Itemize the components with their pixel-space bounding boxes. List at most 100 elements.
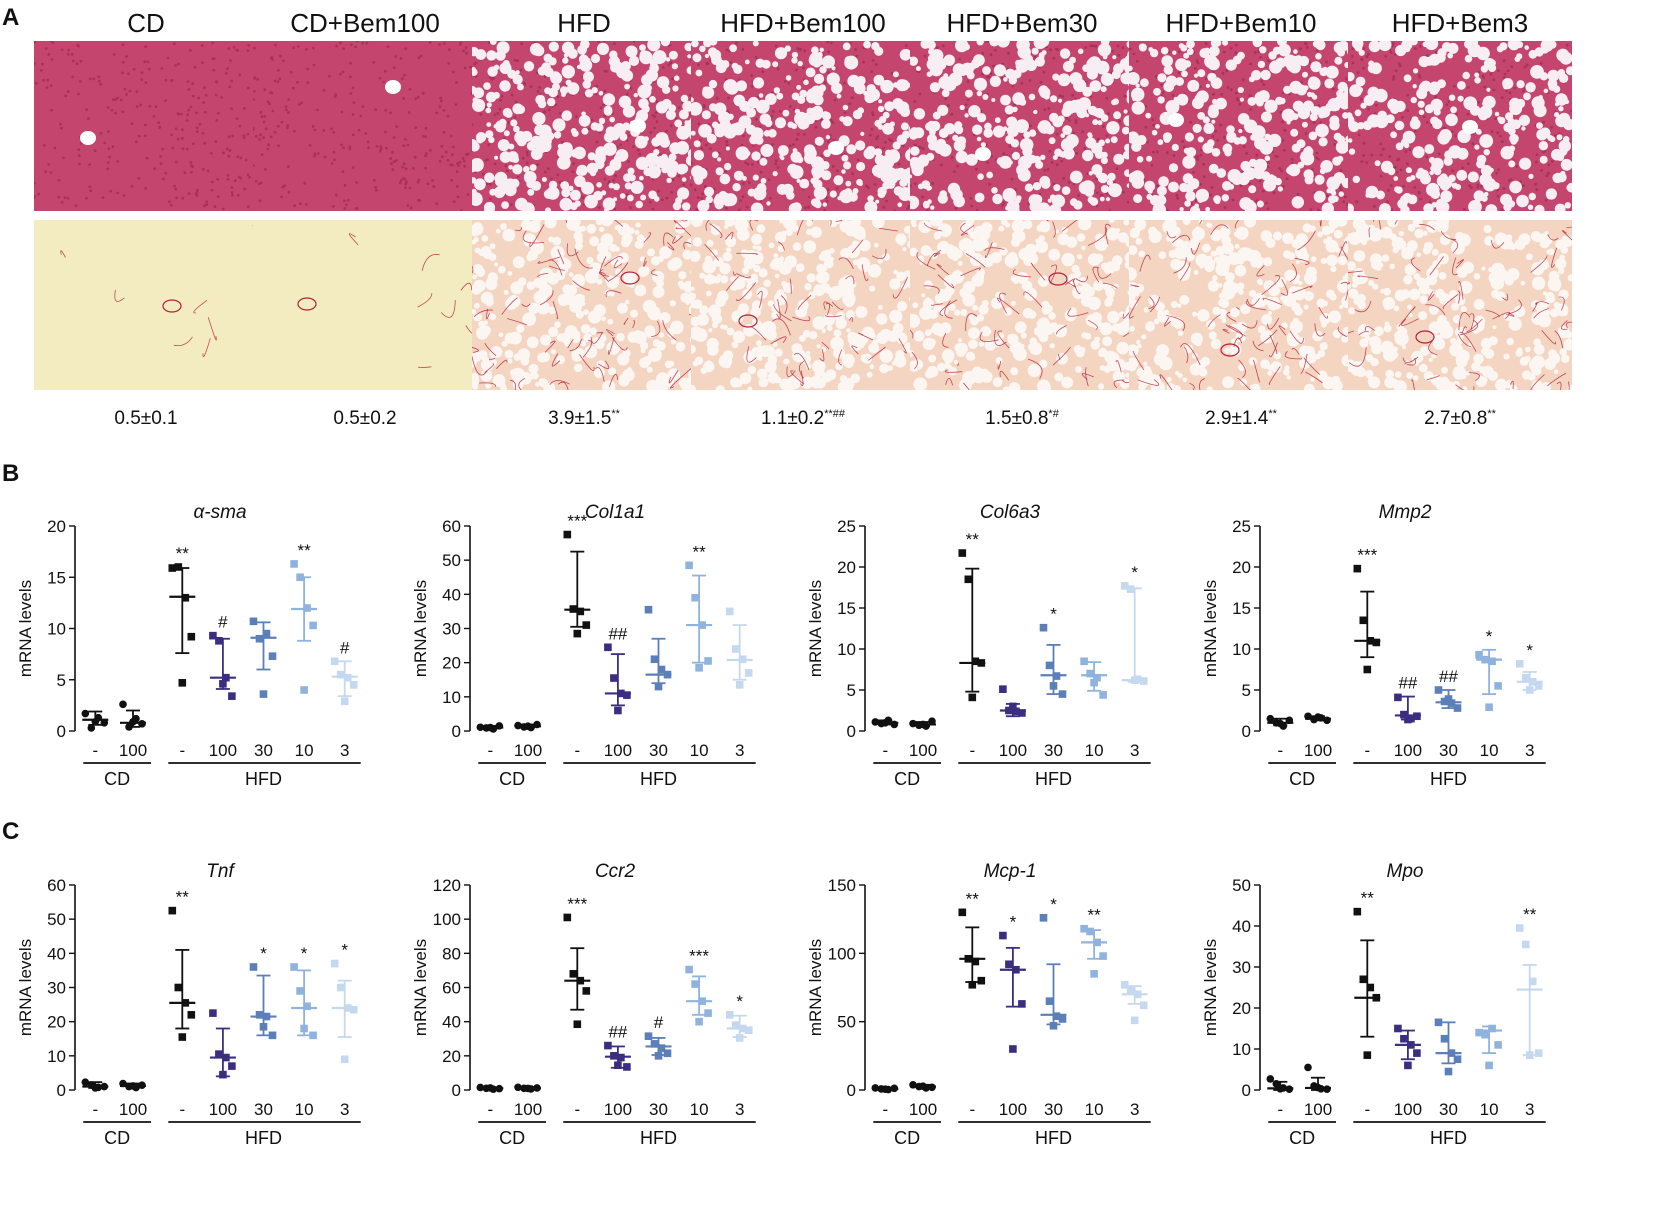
he-stain-image <box>34 41 258 211</box>
data-point <box>691 593 699 602</box>
x-tick-label: 100 <box>1304 1100 1332 1119</box>
group-label-cd: CD <box>1289 769 1315 789</box>
data-point <box>704 1009 712 1017</box>
sirius-red-image <box>691 220 915 390</box>
data-point <box>228 692 236 700</box>
x-tick-label: - <box>487 741 493 760</box>
data-point <box>215 1050 223 1058</box>
significance-marker: ## <box>608 1023 627 1042</box>
x-tick-label: 100 <box>119 741 147 760</box>
x-tick-label: 3 <box>1525 1100 1534 1119</box>
x-tick-label: 10 <box>1480 1100 1499 1119</box>
significance-marker: ** <box>692 542 706 561</box>
data-point <box>1005 960 1013 969</box>
data-point <box>1304 1063 1312 1072</box>
data-point <box>1515 924 1524 932</box>
significance-marker: * <box>1526 641 1533 660</box>
data-point <box>349 681 358 689</box>
y-tick-label: 0 <box>452 722 461 741</box>
data-point <box>971 957 980 966</box>
data-point <box>657 1044 666 1052</box>
y-axis-label: mRNA levels <box>16 939 35 1036</box>
y-tick-label: 20 <box>442 654 461 673</box>
y-tick-label: 30 <box>442 620 461 639</box>
y-tick-label: 50 <box>837 1013 856 1032</box>
x-tick-label: 3 <box>1525 741 1534 760</box>
data-point <box>303 1002 311 1011</box>
data-point <box>744 1026 753 1035</box>
x-tick-label: 100 <box>999 741 1027 760</box>
fibrosis-quant: 0.5±0.1 <box>114 408 178 429</box>
y-tick-label: 50 <box>47 910 66 929</box>
data-point <box>1534 682 1543 690</box>
x-tick-label: 3 <box>340 741 349 760</box>
y-tick-label: 25 <box>1232 517 1251 536</box>
data-point <box>928 717 936 725</box>
data-point <box>290 963 298 971</box>
data-point <box>573 629 582 638</box>
y-axis-label: mRNA levels <box>411 580 430 677</box>
y-tick-label: 20 <box>1232 558 1251 577</box>
y-axis-label: mRNA levels <box>1201 939 1220 1036</box>
chart-title: Ccr2 <box>595 861 636 882</box>
significance-marker: ** <box>1523 905 1537 924</box>
data-point <box>268 1031 277 1040</box>
data-point <box>1363 665 1372 674</box>
data-point <box>704 657 712 665</box>
data-point <box>1485 703 1493 712</box>
data-point <box>1090 970 1098 978</box>
data-point <box>623 691 631 699</box>
significance-marker: * <box>1010 913 1017 932</box>
x-tick-label: - <box>882 1100 888 1119</box>
x-tick-label: 100 <box>514 1100 542 1119</box>
x-tick-label: 100 <box>1304 741 1332 760</box>
data-point <box>604 643 612 652</box>
y-tick-label: 60 <box>47 876 66 895</box>
data-point <box>1494 1041 1502 1049</box>
data-point <box>209 631 217 640</box>
data-point <box>663 1049 672 1058</box>
chart-title: Mpo <box>1387 861 1424 882</box>
significance-marker: ## <box>608 624 627 643</box>
data-point <box>178 679 187 687</box>
significance-marker: ## <box>1439 667 1458 686</box>
significance-marker: ** <box>966 530 980 549</box>
data-point <box>971 657 980 666</box>
significance-marker: * <box>260 944 267 963</box>
data-point <box>1080 924 1088 933</box>
chart-title: Mmp2 <box>1379 502 1432 523</box>
data-point <box>1058 690 1067 698</box>
fibrosis-quant: 1.1±0.2**## <box>760 408 846 429</box>
group-label-hfd: HFD <box>1430 1128 1467 1148</box>
x-tick-label: - <box>882 741 888 760</box>
data-point <box>259 690 268 698</box>
data-point <box>958 908 967 917</box>
x-tick-label: 30 <box>254 1100 273 1119</box>
significance-marker: ** <box>297 541 311 560</box>
data-point <box>1404 1061 1412 1070</box>
data-point <box>187 1011 196 1019</box>
sirius-red-image <box>1129 220 1353 390</box>
data-point <box>569 970 578 978</box>
y-tick-label: 100 <box>433 910 461 929</box>
chart-title: Col1a1 <box>585 502 645 523</box>
data-point <box>81 709 90 718</box>
data-point <box>576 607 585 616</box>
chart-title: α-sma <box>193 502 246 523</box>
data-point <box>744 669 753 677</box>
data-point <box>1494 682 1502 690</box>
data-point <box>209 1009 217 1017</box>
chart-title: Tnf <box>206 861 235 882</box>
fibrosis-quant: 2.9±1.4** <box>1205 408 1277 429</box>
y-tick-label: 0 <box>452 1081 461 1100</box>
data-point <box>1444 1067 1453 1076</box>
data-point <box>309 621 317 630</box>
data-point <box>1052 1012 1061 1020</box>
data-point <box>644 1032 653 1040</box>
sirius-red-image <box>1348 220 1572 390</box>
data-point <box>1481 1030 1489 1039</box>
x-tick-label: 100 <box>909 741 937 760</box>
y-tick-label: 15 <box>47 568 66 587</box>
significance-marker: ** <box>176 544 190 563</box>
data-point <box>1359 616 1368 625</box>
